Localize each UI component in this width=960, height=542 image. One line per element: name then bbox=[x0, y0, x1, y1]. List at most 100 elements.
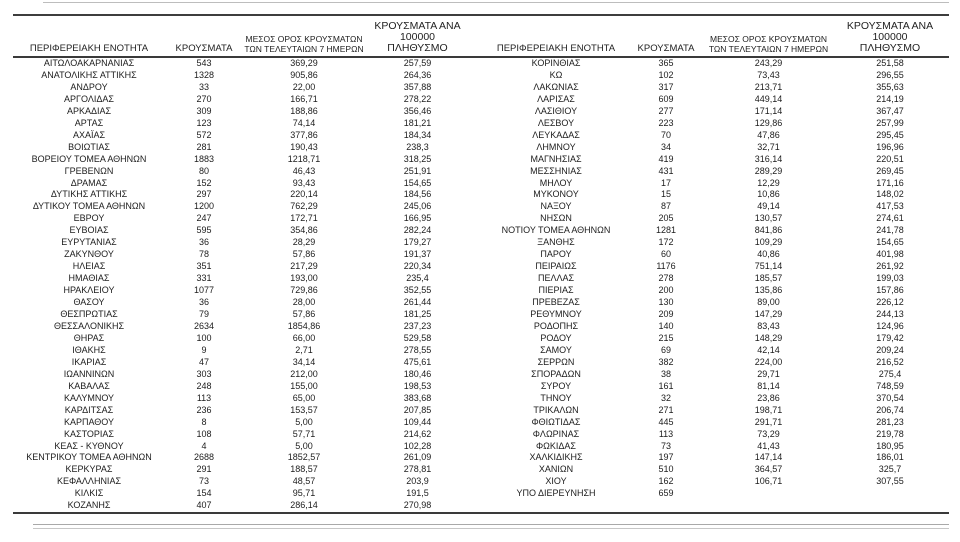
table-row: ΒΟΡΕΙΟΥ ΤΟΜΕΑ ΑΘΗΝΩΝ 1883 1218,71 318,25 bbox=[13, 154, 470, 166]
per-100k-cell: 226,12 bbox=[876, 297, 904, 308]
avg-7day-cell: 905,86 bbox=[290, 69, 318, 80]
cases-cell: 271 bbox=[658, 404, 674, 415]
region-name-cell: ΛΗΜΝΟΥ bbox=[536, 141, 576, 152]
table-row: ΞΑΝΘΗΣ 172 109,29 154,65 bbox=[486, 237, 949, 249]
per-100k-cell: 180,46 bbox=[403, 368, 432, 379]
table-body: ΑΙΤΩΛΟΑΚΑΡΝΑΝΙΑΣ 543 369,29 257,59 ΑΝΑΤΟΛΙΚΗ… bbox=[13, 58, 949, 515]
cases-cell: 2634 bbox=[193, 320, 215, 331]
cases-cell: 1328 bbox=[193, 69, 215, 80]
cases-cell: 33 bbox=[198, 81, 209, 92]
per-100k-cell: 124,96 bbox=[876, 320, 904, 331]
region-name-cell: ΗΡΑΚΛΕΙΟΥ bbox=[63, 285, 115, 296]
per-100k-cell: 196,96 bbox=[876, 141, 904, 152]
cases-cell: 1077 bbox=[193, 285, 215, 296]
table-row: ΠΙΕΡΙΑΣ 200 135,86 157,86 bbox=[486, 285, 949, 297]
avg-7day-cell: 48,57 bbox=[292, 476, 316, 487]
table-row: ΑΡΚΑΔΙΑΣ 309 188,86 356,46 bbox=[13, 106, 470, 118]
avg-7day-cell: 42,14 bbox=[757, 344, 780, 355]
per-100k-cell: 154,65 bbox=[403, 177, 432, 188]
per-100k-cell: 251,58 bbox=[876, 58, 904, 68]
per-100k-cell: 220,51 bbox=[876, 153, 904, 164]
avg-7day-cell: 57,86 bbox=[292, 249, 316, 260]
region-name-cell: ΚΑΛΥΜΝΟΥ bbox=[63, 392, 115, 403]
table-row: ΚΑΡΠΑΘΟΥ 8 5,00 109,44 bbox=[13, 417, 470, 429]
avg-7day-cell: 1854,86 bbox=[287, 320, 321, 331]
table-row: ΚΑΒΑΛΑΣ 248 155,00 198,53 bbox=[13, 381, 470, 393]
region-name-cell: ΚΑΡΠΑΘΟΥ bbox=[63, 416, 115, 427]
table-row: ΙΘΑΚΗΣ 9 2,71 278,55 bbox=[13, 345, 470, 357]
region-name-cell: ΔΥΤΙΚΟΥ ΤΟΜΕΑ ΑΘΗΝΩΝ bbox=[32, 201, 146, 212]
region-name-cell: ΣΕΡΡΩΝ bbox=[537, 356, 575, 367]
avg-7day-cell: 171,14 bbox=[754, 105, 783, 116]
avg-7day-cell: 354,86 bbox=[290, 225, 318, 236]
cases-cell: 47 bbox=[198, 356, 209, 367]
avg-7day-cell: 57,86 bbox=[292, 309, 316, 320]
table-row: ΧΑΝΙΩΝ 510 364,57 325,7 bbox=[486, 464, 949, 476]
regions-table-left: ΑΙΤΩΛΟΑΚΑΡΝΑΝΙΑΣ 543 369,29 257,59 ΑΝΑΤΟΛΙΚΗ… bbox=[13, 58, 470, 512]
avg-7day-cell: 5,00 bbox=[295, 440, 313, 451]
per-100k-cell: 166,95 bbox=[403, 213, 432, 224]
avg-7day-cell: 129,86 bbox=[754, 117, 783, 128]
avg-7day-cell: 34,14 bbox=[292, 356, 316, 367]
cases-cell: 317 bbox=[658, 81, 674, 92]
per-100k-cell: 237,23 bbox=[403, 320, 432, 331]
table-row: ΥΠΟ ΔΙΕΡΕΥΝΗΣΗ 659 bbox=[486, 488, 949, 500]
table-header-row: ΠΕΡΙΦΕΡΕΙΑΚΗ ΕΝΟΤΗΤΑ ΚΡΟΥΣΜΑΤΑ ΜΕΣΟΣ ΟΡΟ… bbox=[13, 16, 949, 58]
avg-7day-cell: 155,00 bbox=[290, 380, 318, 391]
per-100k-cell: 214,19 bbox=[876, 93, 904, 104]
column-header-region: ΠΕΡΙΦΕΡΕΙΑΚΗ ΕΝΟΤΗΤΑ bbox=[496, 43, 616, 54]
avg-7day-cell: 32,71 bbox=[757, 141, 780, 152]
regions-table-right: ΚΟΡΙΝΘΙΑΣ 365 243,29 251,58 ΚΩ 102 73,43 296,55… bbox=[486, 58, 949, 500]
avg-7day-cell: 213,71 bbox=[754, 81, 783, 92]
avg-7day-cell: 212,00 bbox=[290, 368, 318, 379]
region-name-cell: ΘΕΣΣΑΛΟΝΙΚΗΣ bbox=[53, 320, 125, 331]
avg-7day-cell: 198,71 bbox=[754, 404, 783, 415]
table-row: ΦΩΚΙΔΑΣ 73 41,43 180,95 bbox=[486, 441, 949, 453]
bottom-light-divider bbox=[33, 528, 949, 530]
table-row: ΑΡΓΟΛΙΔΑΣ 270 166,71 278,22 bbox=[13, 94, 470, 106]
table-row: ΔΥΤΙΚΗΣ ΑΤΤΙΚΗΣ 297 220,14 184,56 bbox=[13, 189, 470, 201]
avg-7day-cell: 751,14 bbox=[754, 261, 783, 272]
per-100k-cell: 214,62 bbox=[403, 428, 432, 439]
column-header-region: ΠΕΡΙΦΕΡΕΙΑΚΗ ΕΝΟΤΗΤΑ bbox=[29, 43, 149, 54]
cases-cell: 172 bbox=[658, 237, 674, 248]
cases-cell: 36 bbox=[198, 237, 209, 248]
per-100k-cell: 171,16 bbox=[876, 177, 904, 188]
table-row: ΜΕΣΣΗΝΙΑΣ 431 289,29 269,45 bbox=[486, 166, 949, 178]
per-100k-cell: 181,21 bbox=[403, 117, 432, 128]
cases-cell: 431 bbox=[658, 165, 674, 176]
table-row: ΚΑΡΔΙΤΣΑΣ 236 153,57 207,85 bbox=[13, 405, 470, 417]
region-name-cell: ΝΟΤΙΟΥ ΤΟΜΕΑ ΑΘΗΝΩΝ bbox=[501, 225, 611, 236]
avg-7day-cell: 147,14 bbox=[754, 452, 783, 463]
region-name-cell: ΧΑΛΚΙΔΙΚΗΣ bbox=[529, 452, 583, 463]
cases-cell: 215 bbox=[658, 332, 674, 343]
avg-7day-cell bbox=[706, 488, 831, 500]
region-name-cell: ΑΧΑΪΑΣ bbox=[72, 129, 106, 140]
table-row: ΔΥΤΙΚΟΥ ΤΟΜΕΑ ΑΘΗΝΩΝ 1200 762,29 245,06 bbox=[13, 201, 470, 213]
table-row: ΚΑΛΥΜΝΟΥ 113 65,00 383,68 bbox=[13, 393, 470, 405]
per-100k-cell: 356,46 bbox=[403, 105, 432, 116]
avg-7day-cell: 172,71 bbox=[290, 213, 318, 224]
avg-7day-cell: 130,57 bbox=[754, 213, 783, 224]
cases-cell: 100 bbox=[196, 332, 212, 343]
cases-cell: 270 bbox=[196, 93, 212, 104]
avg-7day-cell: 188,86 bbox=[290, 105, 318, 116]
table-row: ΗΛΕΙΑΣ 351 217,29 220,34 bbox=[13, 261, 470, 273]
region-name-cell: ΑΡΓΟΛΙΔΑΣ bbox=[64, 93, 114, 104]
cases-cell: 281 bbox=[196, 141, 212, 152]
per-100k-cell: 206,74 bbox=[876, 404, 904, 415]
avg-7day-cell: 89,00 bbox=[757, 297, 780, 308]
column-header-avg7day: ΜΕΣΟΣ ΟΡΟΣ ΚΡΟΥΣΜΑΤΩΝ ΤΩΝ ΤΕΛΕΥΤΑΙΩΝ 7 Η… bbox=[244, 34, 364, 54]
cases-cell: 309 bbox=[196, 105, 212, 116]
avg-7day-cell: 81,14 bbox=[757, 380, 780, 391]
region-name-cell: ΜΕΣΣΗΝΙΑΣ bbox=[530, 165, 582, 176]
region-name-cell: ΠΕΛΛΑΣ bbox=[537, 273, 575, 284]
cases-cell: 102 bbox=[658, 69, 674, 80]
region-name-cell: ΣΑΜΟΥ bbox=[540, 344, 572, 355]
region-name-cell: ΑΙΤΩΛΟΑΚΑΡΝΑΝΙΑΣ bbox=[43, 58, 135, 68]
region-name-cell: ΕΥΒΟΙΑΣ bbox=[69, 225, 109, 236]
region-name-cell: ΤΡΙΚΑΛΩΝ bbox=[533, 404, 579, 415]
avg-7day-cell: 40,86 bbox=[757, 249, 780, 260]
table-row: ΘΕΣΣΑΛΟΝΙΚΗΣ 2634 1854,86 237,23 bbox=[13, 321, 470, 333]
region-name-cell: ΦΩΚΙΔΑΣ bbox=[536, 440, 576, 451]
